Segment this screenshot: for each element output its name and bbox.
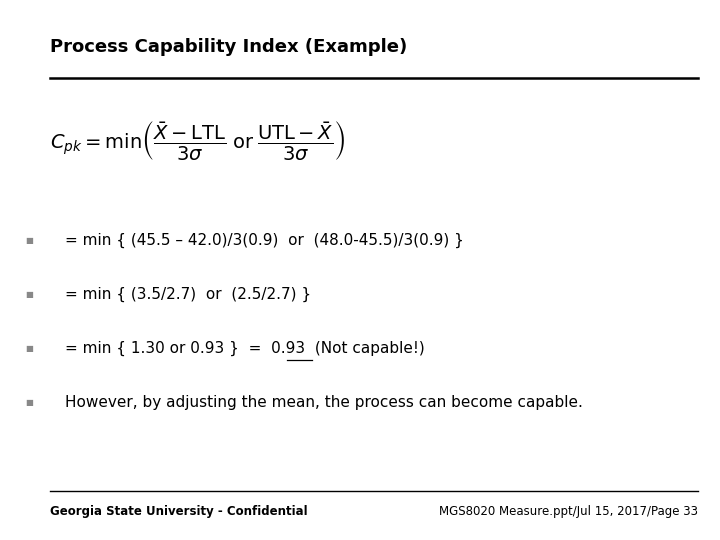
Text: Georgia State University - Confidential: Georgia State University - Confidential bbox=[50, 505, 308, 518]
Text: = min { (45.5 – 42.0)/3(0.9)  or  (48.0-45.5)/3(0.9) }: = min { (45.5 – 42.0)/3(0.9) or (48.0-45… bbox=[65, 233, 464, 248]
Text: ■: ■ bbox=[25, 398, 33, 407]
Text: MGS8020 Measure.ppt/Jul 15, 2017/Page 33: MGS8020 Measure.ppt/Jul 15, 2017/Page 33 bbox=[439, 505, 698, 518]
Text: ■: ■ bbox=[25, 344, 33, 353]
Text: ■: ■ bbox=[25, 290, 33, 299]
Text: = min { 1.30 or 0.93 }  =  0.93  (Not capable!): = min { 1.30 or 0.93 } = 0.93 (Not capab… bbox=[65, 341, 425, 356]
Text: However, by adjusting the mean, the process can become capable.: However, by adjusting the mean, the proc… bbox=[65, 395, 582, 410]
Text: $C_{pk} = \mathrm{min}\left(\dfrac{\bar{X} - \mathrm{LTL}}{3\sigma}\;\mathrm{or}: $C_{pk} = \mathrm{min}\left(\dfrac{\bar{… bbox=[50, 119, 346, 162]
Text: Process Capability Index (Example): Process Capability Index (Example) bbox=[50, 38, 408, 56]
Text: ■: ■ bbox=[25, 236, 33, 245]
Text: = min { (3.5/2.7)  or  (2.5/2.7) }: = min { (3.5/2.7) or (2.5/2.7) } bbox=[65, 287, 311, 302]
